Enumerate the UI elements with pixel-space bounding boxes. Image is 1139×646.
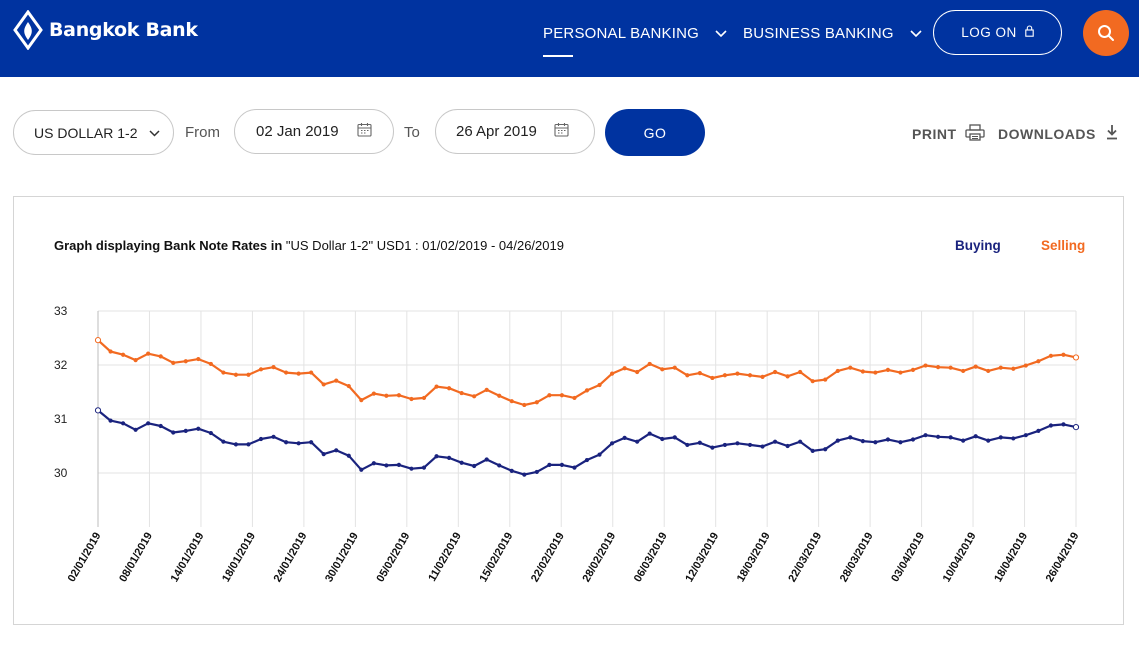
chart-panel xyxy=(13,196,1124,625)
bank-logo-icon xyxy=(13,10,43,50)
print-label: PRINT xyxy=(912,126,957,142)
chart-title-bold: Graph displaying Bank Note Rates in xyxy=(54,238,283,253)
calendar-icon xyxy=(357,122,372,141)
printer-icon xyxy=(964,124,985,144)
active-nav-underline xyxy=(543,55,573,57)
from-date-value: 02 Jan 2019 xyxy=(256,123,339,140)
calendar-icon xyxy=(554,122,569,141)
downloads-button[interactable]: DOWNLOADS xyxy=(998,124,1118,143)
go-label: GO xyxy=(643,124,667,141)
bangkok-bank-logo[interactable]: Bangkok Bank xyxy=(12,10,198,50)
lock-icon xyxy=(1025,25,1034,40)
go-button[interactable]: GO xyxy=(605,109,705,156)
brand-name: Bangkok Bank xyxy=(49,19,198,41)
downloads-label: DOWNLOADS xyxy=(998,125,1096,142)
chart-title-rest: "US Dollar 1-2" USD1 : 01/02/2019 - 04/2… xyxy=(282,238,564,253)
nav-personal-banking[interactable]: PERSONAL BANKING xyxy=(543,25,727,57)
to-date-field[interactable]: 26 Apr 2019 xyxy=(435,109,595,154)
legend-buying[interactable]: Buying xyxy=(955,238,1001,253)
nav-personal-banking-label: PERSONAL BANKING xyxy=(543,25,700,42)
to-label: To xyxy=(404,124,420,141)
chevron-down-icon xyxy=(715,25,727,42)
chart-title: Graph displaying Bank Note Rates in "US … xyxy=(54,238,564,253)
log-on-button[interactable]: LOG ON xyxy=(933,10,1062,55)
legend-selling[interactable]: Selling xyxy=(1041,238,1086,253)
search-icon xyxy=(1098,25,1114,41)
nav-business-banking-label: BUSINESS BANKING xyxy=(743,25,894,42)
from-date-field[interactable]: 02 Jan 2019 xyxy=(234,109,394,154)
log-on-label: LOG ON xyxy=(961,25,1017,40)
to-date-value: 26 Apr 2019 xyxy=(456,123,537,140)
nav-business-banking[interactable]: BUSINESS BANKING xyxy=(743,25,922,42)
currency-select-value: US DOLLAR 1-2 xyxy=(34,124,138,141)
currency-select[interactable]: US DOLLAR 1-2 xyxy=(13,110,174,155)
chevron-down-icon xyxy=(149,124,161,141)
from-label: From xyxy=(185,124,220,141)
search-button[interactable] xyxy=(1083,10,1129,56)
top-navigation-bar: Bangkok Bank PERSONAL BANKING BUSINESS B… xyxy=(0,0,1139,77)
chevron-down-icon xyxy=(910,25,922,42)
print-button[interactable]: PRINT xyxy=(912,124,985,144)
download-icon xyxy=(1106,124,1118,143)
